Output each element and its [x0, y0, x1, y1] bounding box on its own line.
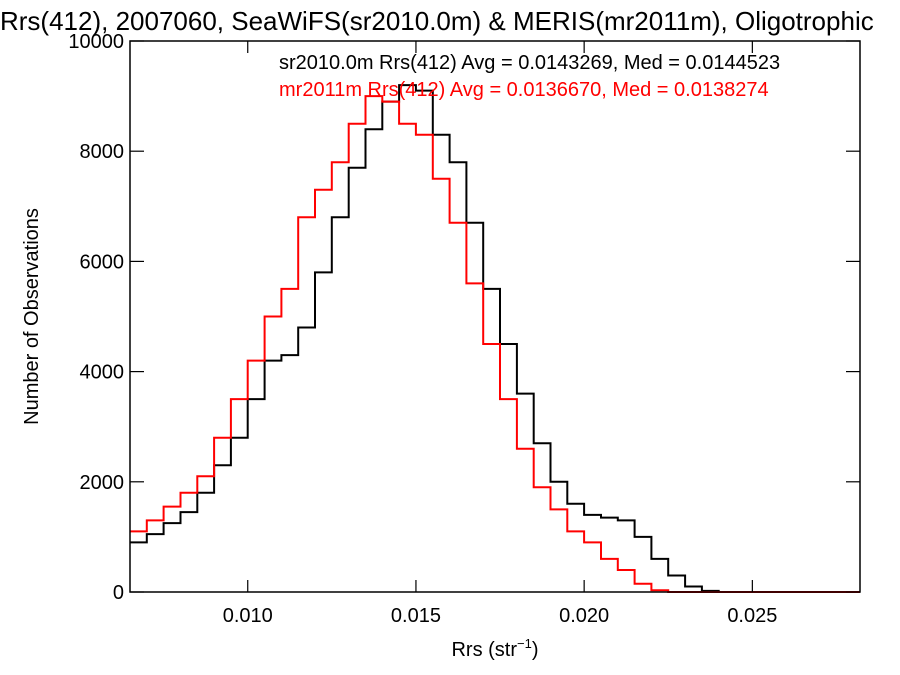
stat-annotations: sr2010.0m Rrs(412) Avg = 0.0143269, Med …	[279, 52, 780, 101]
axis-ticks	[130, 40, 860, 593]
series-line-1	[130, 84, 860, 593]
y-tick-label: 2000	[80, 472, 125, 494]
y-tick-label: 8000	[80, 141, 125, 163]
chart-title: Rrs(412), 2007060, SeaWiFS(sr2010.0m) & …	[0, 6, 874, 36]
y-tick-label: 0	[113, 582, 124, 604]
y-axis-title: Number of Observations	[21, 208, 43, 425]
y-tick-label: 6000	[80, 251, 125, 273]
y-tick-label: 10000	[68, 31, 124, 53]
x-axis-title-end: )	[532, 639, 539, 661]
x-tick-label: 0.010	[223, 605, 273, 627]
x-axis-title-text: Rrs (str	[451, 639, 517, 661]
x-tick-label: 0.025	[727, 605, 777, 627]
plot-frame	[129, 40, 861, 593]
plot-area	[130, 84, 860, 593]
x-axis-title: Rrs (str−1)	[451, 636, 538, 661]
y-tick-label: 4000	[80, 362, 125, 384]
stat-annotation-1: sr2010.0m Rrs(412) Avg = 0.0143269, Med …	[279, 52, 780, 74]
x-axis-title-superscript: −1	[517, 636, 532, 651]
x-tick-label: 0.015	[391, 605, 441, 627]
x-tick-labels: 0.010 0.015 0.020 0.025	[223, 605, 778, 627]
x-tick-label: 0.020	[559, 605, 609, 627]
stat-annotation-2: mr2011m Rrs(412) Avg = 0.0136670, Med = …	[279, 79, 769, 101]
y-tick-labels: 0 2000 4000 6000 8000 10000	[68, 31, 124, 604]
series-line-2	[130, 95, 860, 593]
